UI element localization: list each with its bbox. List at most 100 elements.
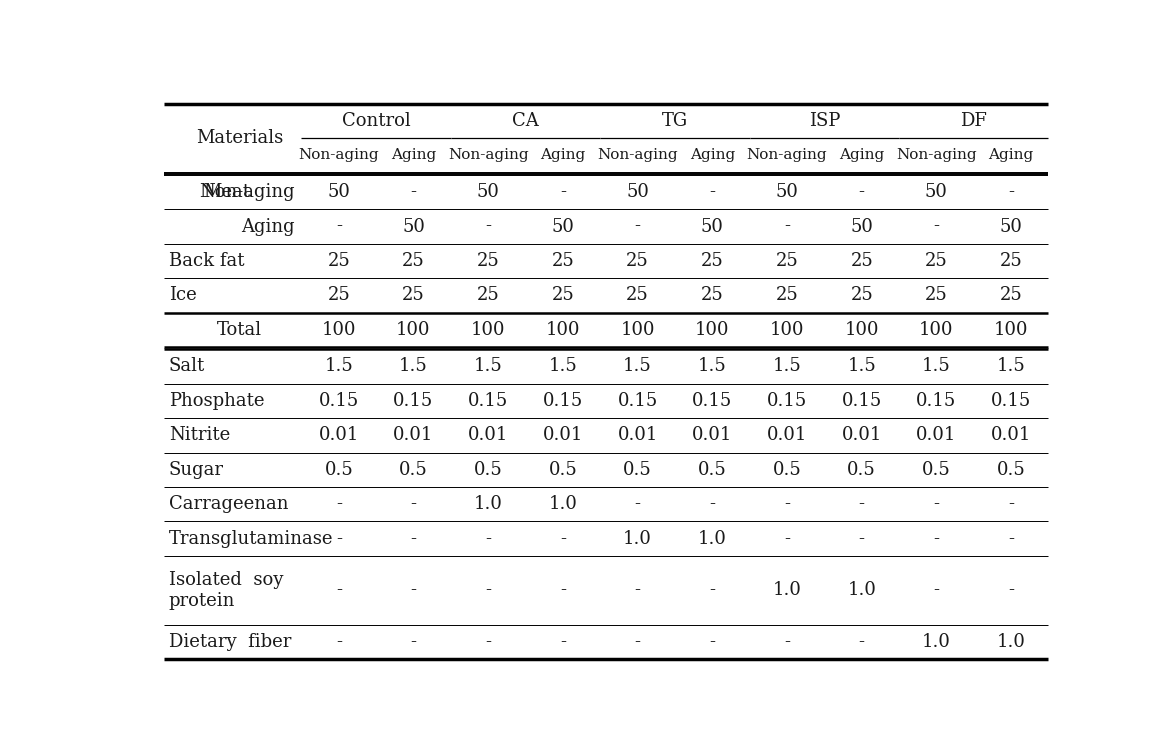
Text: Materials: Materials	[197, 129, 283, 148]
Text: Ice: Ice	[168, 286, 197, 305]
Text: -: -	[709, 495, 715, 513]
Text: -: -	[859, 495, 865, 513]
Text: 100: 100	[620, 321, 655, 339]
Text: -: -	[336, 495, 342, 513]
Text: 0.01: 0.01	[393, 426, 434, 444]
Text: -: -	[859, 183, 865, 201]
Text: 25: 25	[999, 252, 1023, 270]
Text: ISP: ISP	[808, 112, 840, 130]
Text: 25: 25	[999, 286, 1023, 305]
Text: -: -	[411, 633, 417, 651]
Text: 100: 100	[397, 321, 431, 339]
Text: Non-aging: Non-aging	[448, 148, 529, 162]
Text: 0.01: 0.01	[693, 426, 732, 444]
Text: -: -	[634, 218, 641, 235]
Text: -: -	[411, 530, 417, 548]
Text: -: -	[411, 581, 417, 599]
Text: 50: 50	[999, 218, 1023, 235]
Text: 50: 50	[701, 218, 724, 235]
Text: 0.5: 0.5	[772, 460, 801, 479]
Text: DF: DF	[961, 112, 987, 130]
Text: -: -	[784, 495, 790, 513]
Text: 50: 50	[626, 183, 649, 201]
Text: -: -	[486, 581, 491, 599]
Text: -: -	[1009, 183, 1014, 201]
Text: Isolated  soy
protein: Isolated soy protein	[168, 571, 283, 609]
Text: Control: Control	[342, 112, 411, 130]
Text: 1.5: 1.5	[549, 358, 577, 375]
Text: 25: 25	[776, 252, 798, 270]
Text: 25: 25	[328, 252, 350, 270]
Text: 1.0: 1.0	[549, 495, 577, 513]
Text: Non-aging: Non-aging	[896, 148, 977, 162]
Text: 25: 25	[776, 286, 798, 305]
Text: -: -	[486, 530, 491, 548]
Text: 25: 25	[477, 252, 500, 270]
Text: 0.5: 0.5	[997, 460, 1025, 479]
Text: 100: 100	[845, 321, 879, 339]
Text: 25: 25	[626, 252, 649, 270]
Text: 0.15: 0.15	[543, 392, 583, 410]
Text: Total: Total	[218, 321, 262, 339]
Text: 0.5: 0.5	[624, 460, 652, 479]
Text: -: -	[859, 530, 865, 548]
Text: 0.15: 0.15	[318, 392, 359, 410]
Text: -: -	[560, 530, 566, 548]
Text: 25: 25	[477, 286, 500, 305]
Text: Non-aging: Non-aging	[746, 148, 827, 162]
Text: 0.01: 0.01	[766, 426, 807, 444]
Text: 0.5: 0.5	[549, 460, 577, 479]
Text: -: -	[934, 218, 940, 235]
Text: -: -	[336, 633, 342, 651]
Text: 0.01: 0.01	[468, 426, 509, 444]
Text: Salt: Salt	[168, 358, 205, 375]
Text: 0.01: 0.01	[841, 426, 882, 444]
Text: 25: 25	[402, 252, 425, 270]
Text: -: -	[336, 581, 342, 599]
Text: -: -	[934, 495, 940, 513]
Text: 1.5: 1.5	[324, 358, 353, 375]
Text: -: -	[1009, 581, 1014, 599]
Text: 100: 100	[770, 321, 804, 339]
Text: 0.01: 0.01	[916, 426, 957, 444]
Text: Meat: Meat	[202, 183, 249, 201]
Text: 0.5: 0.5	[847, 460, 876, 479]
Text: 0.01: 0.01	[991, 426, 1031, 444]
Text: -: -	[859, 633, 865, 651]
Text: 0.15: 0.15	[991, 392, 1031, 410]
Text: 0.15: 0.15	[766, 392, 807, 410]
Text: TG: TG	[662, 112, 688, 130]
Text: 1.0: 1.0	[697, 530, 727, 548]
Text: -: -	[486, 633, 491, 651]
Text: Non-aging: Non-aging	[597, 148, 677, 162]
Text: 0.15: 0.15	[916, 392, 957, 410]
Text: 1.0: 1.0	[847, 581, 876, 599]
Text: -: -	[336, 218, 342, 235]
Text: -: -	[560, 633, 566, 651]
Text: Sugar: Sugar	[168, 460, 223, 479]
Text: Aging: Aging	[391, 148, 436, 162]
Text: 25: 25	[851, 252, 873, 270]
Text: 25: 25	[925, 252, 948, 270]
Text: 100: 100	[695, 321, 730, 339]
Text: Non-aging: Non-aging	[199, 183, 295, 201]
Text: -: -	[709, 183, 715, 201]
Text: 25: 25	[551, 252, 574, 270]
Text: -: -	[934, 530, 940, 548]
Text: 0.01: 0.01	[318, 426, 359, 444]
Text: Back fat: Back fat	[168, 252, 245, 270]
Text: 25: 25	[402, 286, 425, 305]
Text: 25: 25	[328, 286, 350, 305]
Text: 1.5: 1.5	[772, 358, 801, 375]
Text: 0.01: 0.01	[543, 426, 583, 444]
Text: Aging: Aging	[689, 148, 735, 162]
Text: 50: 50	[476, 183, 500, 201]
Text: 100: 100	[920, 321, 954, 339]
Text: 0.15: 0.15	[393, 392, 434, 410]
Text: 25: 25	[925, 286, 948, 305]
Text: 1.0: 1.0	[772, 581, 801, 599]
Text: 1.0: 1.0	[997, 633, 1026, 651]
Text: -: -	[336, 530, 342, 548]
Text: Dietary  fiber: Dietary fiber	[168, 633, 291, 651]
Text: Aging: Aging	[839, 148, 885, 162]
